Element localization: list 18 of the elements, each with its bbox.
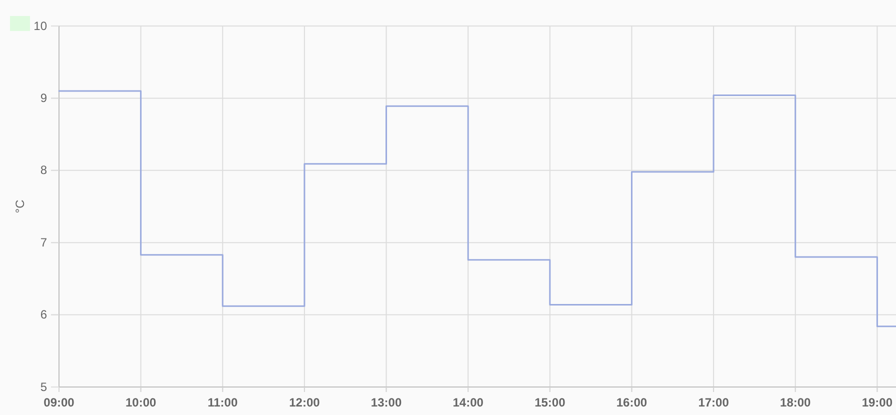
y-tick-label: 5 (40, 380, 48, 394)
x-tick-label: 16:00 (616, 395, 648, 410)
y-tick-label: 8 (40, 163, 48, 178)
x-tick-label: 14:00 (452, 395, 484, 410)
x-tick-label: 09:00 (44, 395, 75, 410)
x-tick-label: 18:00 (780, 395, 812, 410)
y-tick-label: 10 (34, 18, 48, 33)
y-axis-title: °C (13, 199, 27, 214)
y-tick-label: 6 (40, 308, 48, 322)
x-tick-label: 15:00 (534, 395, 566, 410)
x-tick-label: 13:00 (370, 395, 402, 410)
x-tick-label: 12:00 (289, 395, 320, 410)
y-tick-label: 9 (40, 91, 48, 106)
x-tick-label: 11:00 (208, 395, 238, 410)
x-tick-label: 10:00 (125, 395, 156, 410)
y-tick-label: 7 (40, 235, 48, 250)
x-tick-label: 17:00 (698, 395, 730, 410)
x-tick-label: 19:00 (862, 395, 893, 410)
